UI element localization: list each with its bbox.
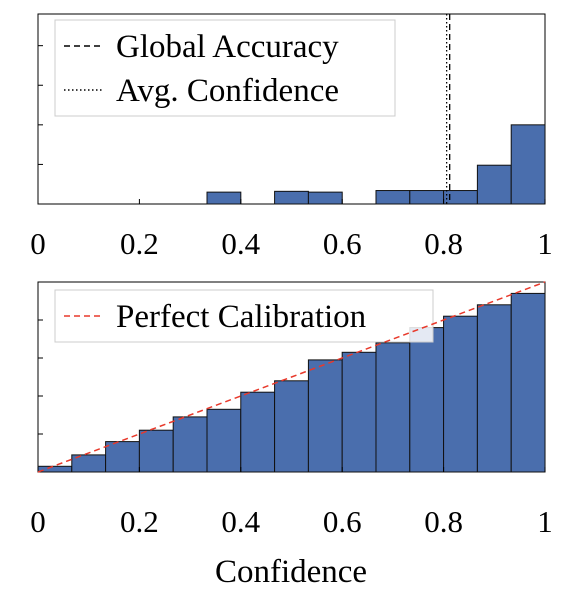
x-tick-label: 0.8 — [424, 504, 463, 539]
x-tick-label: 1 — [537, 226, 553, 261]
bar — [443, 190, 478, 205]
x-tick-label: 1 — [537, 504, 553, 539]
x-tick-label: 0.2 — [120, 226, 159, 261]
bar — [375, 342, 411, 473]
x-axis-title: Confidence — [215, 554, 367, 590]
bar — [510, 124, 546, 205]
bar — [307, 191, 343, 205]
top-reference-lines — [445, 14, 451, 204]
bar — [307, 359, 343, 473]
bar — [240, 391, 276, 473]
x-tick-label: 0.2 — [120, 504, 159, 539]
x-tick-label: 0 — [30, 504, 46, 539]
top-y-ticks — [38, 45, 43, 165]
x-tick-label: 0.6 — [323, 504, 362, 539]
bar — [172, 416, 208, 473]
bottom-bars — [37, 292, 546, 473]
bar — [375, 190, 411, 205]
top-histogram-panel: 0 0.2 0.4 0.6 0.8 1 Global Accuracy Avg. Conf… — [30, 13, 553, 261]
bar — [341, 351, 377, 473]
legend-label-global-accuracy: Global Accuracy — [116, 29, 339, 65]
bar — [274, 190, 309, 205]
legend-label-perfect-calibration: Perfect Calibration — [116, 299, 366, 335]
bar — [510, 292, 546, 473]
bar — [206, 408, 242, 473]
top-bars — [206, 124, 546, 205]
bar — [105, 441, 140, 473]
bar — [206, 191, 242, 205]
legend-label-avg-confidence: Avg. Confidence — [116, 73, 339, 109]
x-tick-label: 0.4 — [221, 504, 260, 539]
top-x-ticks: 0 0.2 0.4 0.6 0.8 1 — [30, 199, 553, 261]
x-tick-label: 0.8 — [424, 226, 463, 261]
reference-line — [37, 281, 546, 473]
bottom-legend-box — [54, 289, 434, 343]
bar — [443, 315, 478, 473]
bar — [409, 327, 445, 473]
bar — [476, 304, 512, 473]
bar — [409, 190, 445, 205]
x-tick-label: 0.4 — [221, 226, 260, 261]
top-legend-box — [54, 19, 396, 117]
bar — [274, 380, 309, 473]
bottom-legend: Perfect Calibration — [54, 289, 434, 343]
bottom-reliability-panel: 0 0.2 0.4 0.6 0.8 1 Perfect Calibration Confi… — [30, 281, 553, 590]
top-legend: Global Accuracy Avg. Confidence — [54, 19, 396, 117]
x-tick-label: 0.6 — [323, 226, 362, 261]
bottom-x-ticks: 0 0.2 0.4 0.6 0.8 1 — [30, 467, 553, 539]
bar — [37, 465, 73, 473]
bottom-reference-lines — [37, 281, 546, 473]
bar — [476, 164, 512, 205]
bottom-y-ticks — [38, 319, 43, 435]
bar — [138, 429, 174, 473]
x-tick-label: 0 — [30, 226, 46, 261]
